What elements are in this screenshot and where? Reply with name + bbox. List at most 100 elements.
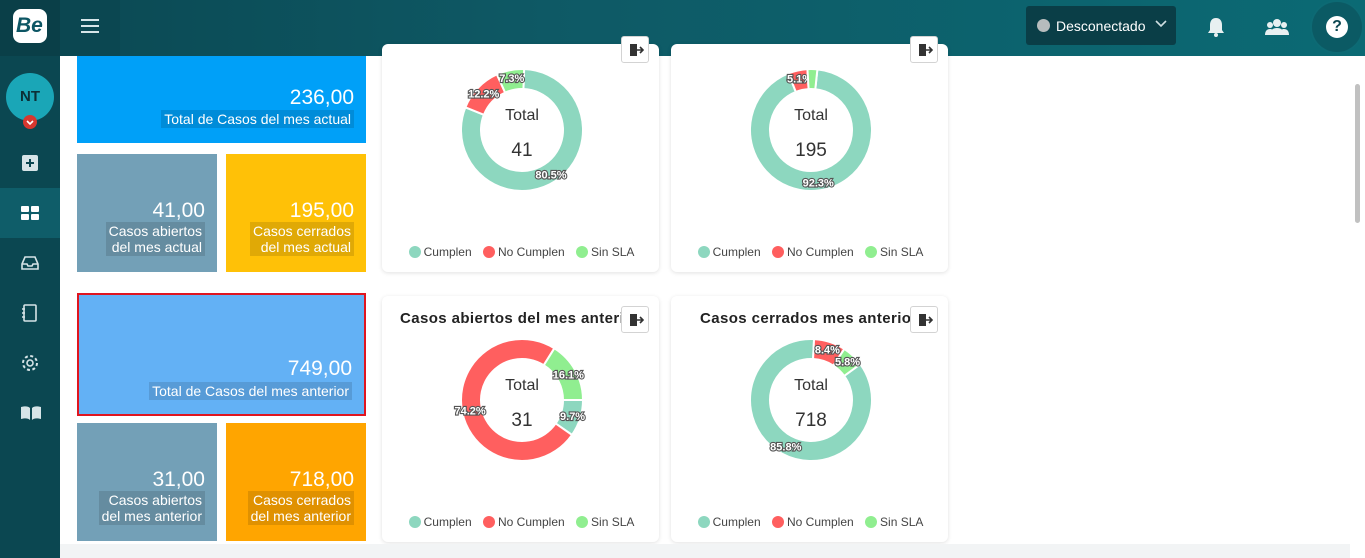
slice-sin-sla[interactable]	[495, 68, 526, 94]
legend-item-no-cumplen[interactable]: No Cumplen	[482, 245, 565, 259]
card-value: 718,00	[289, 468, 354, 491]
legend-label: Sin SLA	[880, 515, 924, 529]
slice-data-label: 5.8%	[835, 357, 860, 369]
card-cerrados-anterior[interactable]: 718,00 Casos cerrados del mes anterior	[226, 423, 366, 541]
users-icon	[1265, 19, 1289, 35]
sidebar-item-dashboard[interactable]	[0, 188, 60, 238]
legend-swatch	[865, 246, 878, 258]
donut-total-label: Total	[794, 377, 828, 394]
chart-legend: Cumplen No Cumplen Sin SLA	[671, 515, 950, 529]
legend-item-sin-sla[interactable]: Sin SLA	[865, 245, 923, 259]
card-cerrados-actual[interactable]: 195,00 Casos cerrados del mes actual	[226, 154, 366, 272]
legend-item-cumplen[interactable]: Cumplen	[408, 245, 472, 259]
slice-data-label: 74.2%	[454, 406, 485, 418]
card-value: 236,00	[289, 86, 354, 109]
dashboard-icon	[21, 206, 39, 220]
chart-legend: Cumplen No Cumplen Sin SLA	[382, 245, 661, 259]
legend-item-cumplen[interactable]: Cumplen	[697, 245, 761, 259]
legend-item-sin-sla[interactable]: Sin SLA	[865, 515, 923, 529]
legend-item-no-cumplen[interactable]: No Cumplen	[771, 245, 854, 259]
slice-no-cumplen[interactable]	[460, 338, 574, 462]
donut-total-value: 31	[511, 410, 532, 431]
card-label-line2: del mes anterior	[250, 508, 351, 524]
scrollbar[interactable]	[1350, 56, 1365, 558]
donut-chart: 80.5% 12.2%7.3% Total 41	[460, 68, 584, 192]
legend-item-no-cumplen[interactable]: No Cumplen	[771, 515, 854, 529]
sidebar-item-knowledge-base[interactable]	[0, 388, 60, 438]
users-button[interactable]	[1246, 0, 1306, 56]
export-icon	[919, 44, 933, 56]
export-button[interactable]	[621, 36, 649, 63]
chart-legend: Cumplen No Cumplen Sin SLA	[382, 515, 661, 529]
legend-item-cumplen[interactable]: Cumplen	[697, 515, 761, 529]
legend-item-cumplen[interactable]: Cumplen	[408, 515, 472, 529]
hamburger-icon-line	[81, 25, 99, 27]
donut-total-value: 195	[795, 140, 827, 161]
sidebar-item-new-case[interactable]	[0, 138, 60, 188]
chart-legend: Cumplen No Cumplen Sin SLA	[671, 245, 950, 259]
slice-sin-sla[interactable]	[806, 68, 819, 91]
donut-chart: 9.7% 74.2% 16.1% Total 31	[453, 338, 586, 462]
menu-toggle-button[interactable]	[60, 0, 120, 56]
connection-status-dropdown[interactable]: Desconectado	[1026, 6, 1176, 45]
export-button[interactable]	[910, 306, 938, 333]
chart-panel-cerrados-anterior: Casos cerrados mes anterior 85.8% 8.4% 5.8…	[671, 296, 948, 542]
slice-cumplen[interactable]	[460, 68, 584, 192]
legend-label: Cumplen	[712, 245, 761, 259]
legend-label: Sin SLA	[591, 515, 635, 529]
status-dot	[1037, 19, 1050, 32]
scrollbar-thumb[interactable]	[1355, 84, 1360, 223]
card-label: Casos cerrados del mes actual	[249, 222, 354, 256]
slice-cumplen[interactable]	[749, 68, 873, 192]
avatar[interactable]: NT	[6, 73, 54, 121]
help-button[interactable]: ?	[1312, 2, 1362, 52]
slice-data-label: 92.3%	[803, 178, 834, 190]
legend-swatch	[408, 516, 421, 528]
legend-swatch	[865, 516, 878, 528]
export-button[interactable]	[621, 306, 649, 333]
legend-swatch	[576, 246, 589, 258]
export-icon	[630, 314, 644, 326]
card-abiertos-actual[interactable]: 41,00 Casos abiertos del mes actual	[77, 154, 217, 272]
export-icon	[919, 314, 933, 326]
status-label: Desconectado	[1056, 18, 1146, 34]
chevron-down-icon[interactable]	[23, 115, 37, 129]
card-label-line2: del mes anterior	[101, 508, 202, 524]
card-total-actual[interactable]: 236,00 Total de Casos del mes actual	[77, 56, 366, 143]
logo-text: Be	[16, 14, 43, 37]
sidebar-item-notebook[interactable]	[0, 288, 60, 338]
question-icon: ?	[1326, 16, 1348, 38]
card-value: 41,00	[152, 199, 205, 222]
card-total-anterior[interactable]: 749,00 Total de Casos del mes anterior	[77, 293, 366, 416]
sidebar-item-inbox[interactable]	[0, 238, 60, 288]
legend-swatch	[771, 246, 784, 258]
card-value: 749,00	[287, 357, 352, 380]
notifications-button[interactable]	[1186, 0, 1246, 56]
slice-sin-sla[interactable]	[832, 347, 862, 378]
card-label-line2: del mes actual	[111, 239, 202, 255]
legend-item-no-cumplen[interactable]: No Cumplen	[482, 515, 565, 529]
legend-label: Sin SLA	[880, 245, 924, 259]
sidebar: NT	[0, 56, 60, 558]
legend-swatch	[697, 246, 710, 258]
legend-item-sin-sla[interactable]: Sin SLA	[576, 515, 634, 529]
slice-data-label: 12.2%	[468, 88, 499, 100]
chevron-down-icon	[1155, 20, 1167, 28]
chart-title: Casos cerrados mes anterior	[700, 310, 914, 327]
slice-data-label: 7.3%	[499, 73, 524, 85]
slice-data-label: 85.8%	[770, 442, 801, 454]
export-button[interactable]	[910, 36, 938, 63]
legend-label: Sin SLA	[591, 245, 635, 259]
slice-sin-sla[interactable]	[542, 346, 585, 401]
bottom-strip	[60, 544, 1350, 558]
inbox-icon	[21, 256, 39, 270]
card-abiertos-anterior[interactable]: 31,00 Casos abiertos del mes anterior	[77, 423, 217, 541]
sidebar-item-settings[interactable]	[0, 338, 60, 388]
legend-swatch	[408, 246, 421, 258]
slice-cumplen[interactable]	[749, 338, 873, 462]
slice-data-label: 16.1%	[553, 369, 584, 381]
legend-item-sin-sla[interactable]: Sin SLA	[576, 245, 634, 259]
app-logo[interactable]: Be	[13, 9, 47, 43]
slice-data-label: 5.1%	[787, 73, 812, 85]
legend-swatch	[771, 516, 784, 528]
